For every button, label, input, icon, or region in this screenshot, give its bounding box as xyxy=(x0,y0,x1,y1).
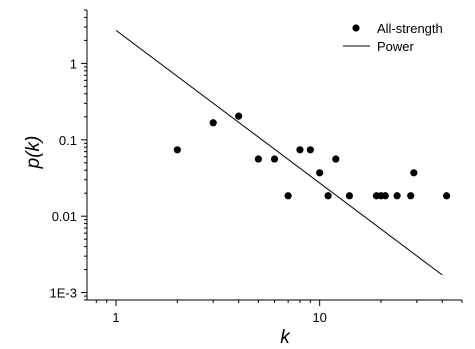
y-tick-label: 1 xyxy=(70,56,77,71)
data-point xyxy=(209,119,217,127)
legend-point-marker xyxy=(352,24,360,32)
data-point xyxy=(332,155,340,163)
data-point xyxy=(173,146,181,154)
data-point xyxy=(393,192,401,200)
data-point xyxy=(410,169,418,177)
data-point xyxy=(270,155,279,163)
data-point xyxy=(296,146,304,154)
x-tick-label: 1 xyxy=(112,310,119,325)
y-axis: 1E-3 0.01 0.1 1 xyxy=(50,9,88,301)
data-point xyxy=(407,192,415,200)
data-point xyxy=(254,155,262,163)
data-point xyxy=(442,192,451,200)
all-strength-series xyxy=(173,112,451,200)
x-axis-title: k xyxy=(280,327,291,348)
power-series xyxy=(115,29,443,276)
data-point xyxy=(316,169,324,177)
legend: All-strength Power xyxy=(343,21,443,54)
plot-area: 1 10 1E-3 0.01 0.1 1 xyxy=(50,9,463,325)
x-axis: 1 10 xyxy=(87,299,463,325)
y-tick-label: 0.01 xyxy=(52,209,77,224)
data-point xyxy=(284,192,292,200)
power-line xyxy=(115,29,443,276)
x-tick-label: 10 xyxy=(312,310,326,325)
legend-label: Power xyxy=(377,39,415,54)
y-axis-title: p(k) xyxy=(23,136,44,170)
data-point xyxy=(345,192,354,200)
y-tick-label: 0.1 xyxy=(59,133,77,148)
legend-label: All-strength xyxy=(377,21,443,36)
data-point xyxy=(306,146,314,154)
y-tick-label: 1E-3 xyxy=(50,286,77,301)
data-point xyxy=(324,192,332,200)
data-point xyxy=(381,192,389,200)
data-point xyxy=(235,112,243,120)
